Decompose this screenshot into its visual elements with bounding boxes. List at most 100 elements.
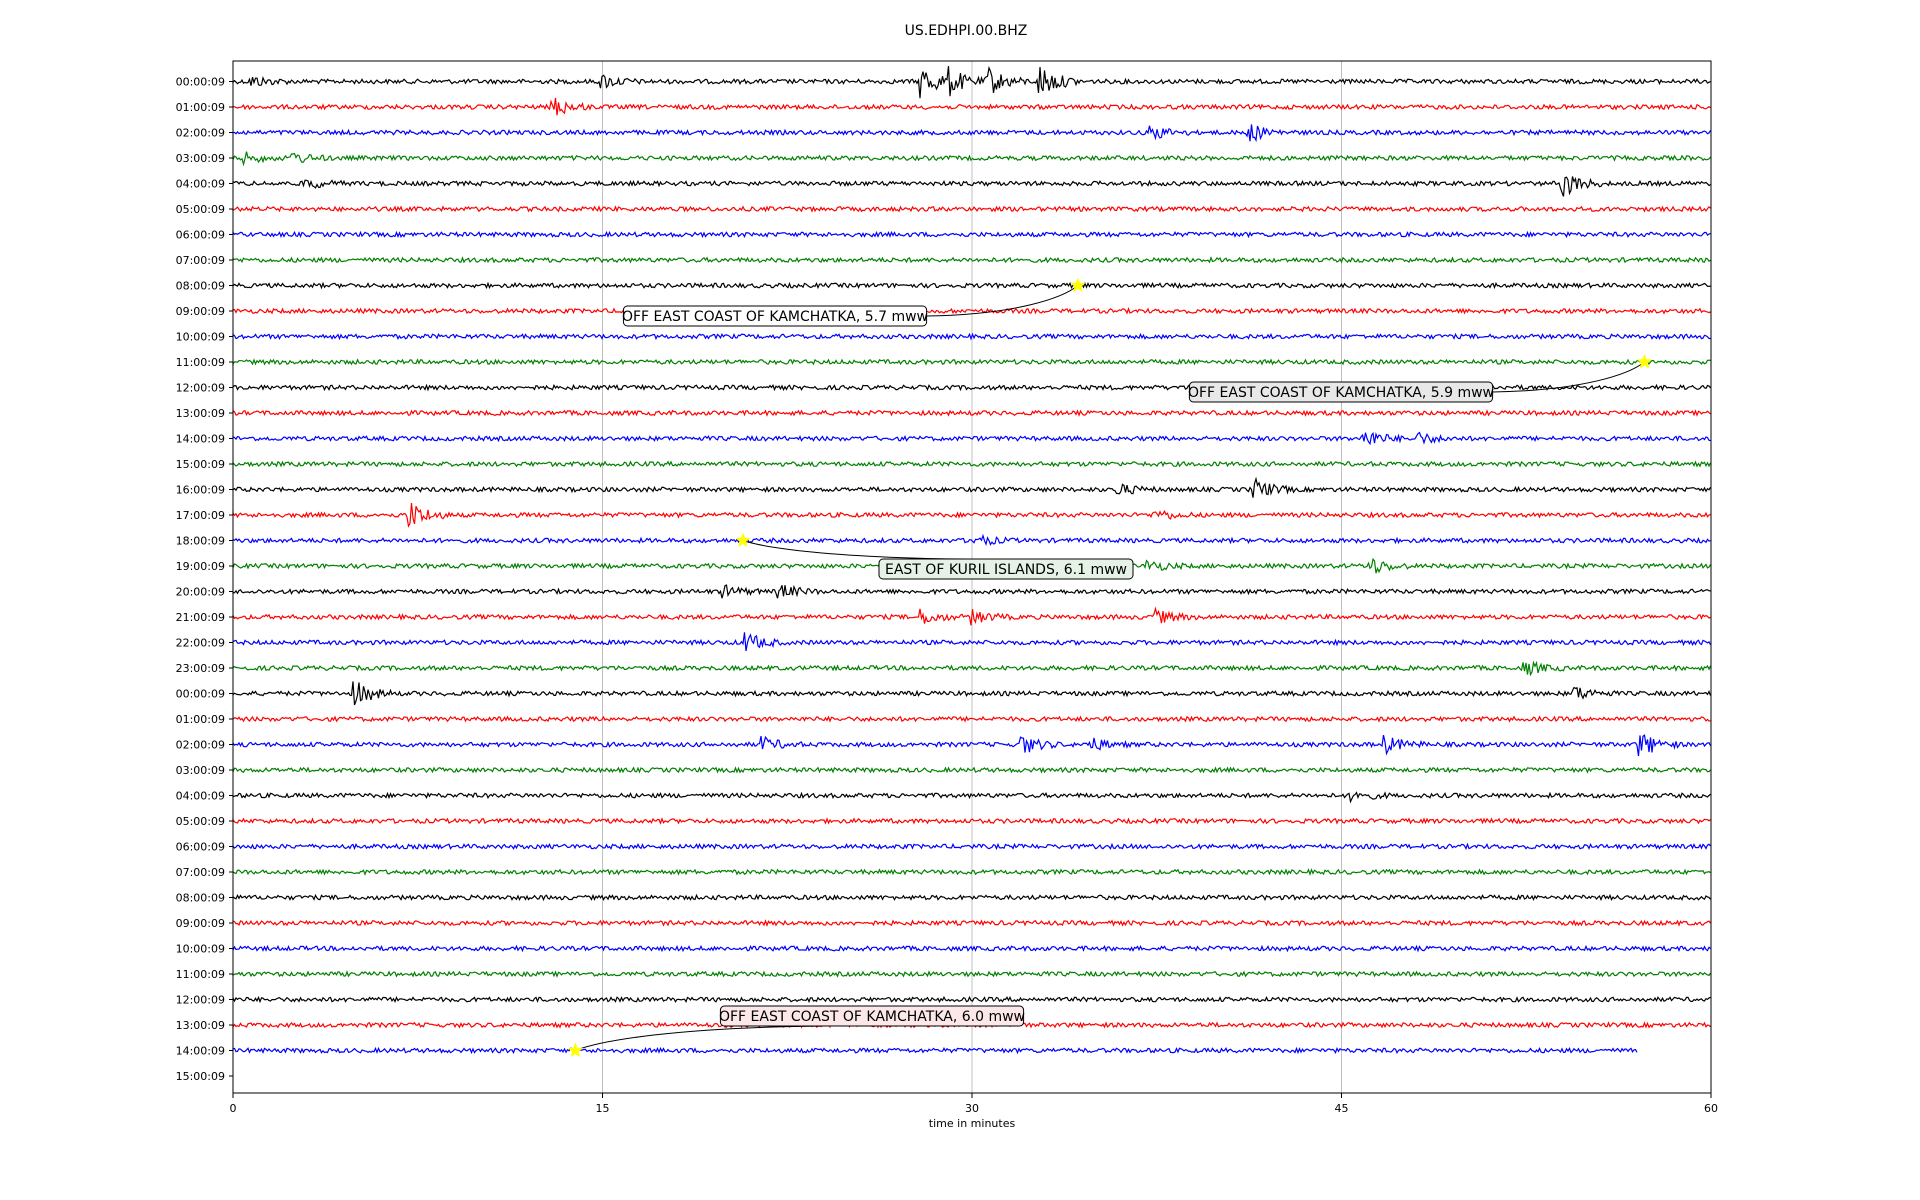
trace-row-4 [232, 176, 1711, 197]
trace-row-30 [232, 842, 1711, 851]
y-tick-label-35: 11:00:09 [176, 968, 225, 981]
y-tick-label-6: 06:00:09 [176, 229, 225, 242]
y-tick-label-27: 03:00:09 [176, 764, 225, 777]
event-annotations: OFF EAST COAST OF KAMCHATKA, 5.7 mww OFF … [567, 277, 1653, 1057]
x-tick-label-0: 0 [230, 1102, 237, 1115]
y-tick-label-20: 20:00:09 [176, 586, 225, 599]
y-tick-label-36: 12:00:09 [176, 994, 225, 1007]
y-tick-label-12: 12:00:09 [176, 382, 225, 395]
y-tick-label-8: 08:00:09 [176, 280, 225, 293]
x-tick-label-2: 30 [965, 1102, 979, 1115]
event-star-icon [1070, 277, 1086, 292]
trace-row-24 [232, 681, 1712, 706]
trace-row-2 [232, 124, 1712, 143]
annotation-label: OFF EAST COAST OF KAMCHATKA, 6.0 mww [719, 1009, 1025, 1025]
y-tick-label-30: 06:00:09 [176, 841, 225, 854]
x-tick-label-3: 45 [1335, 1102, 1349, 1115]
y-tick-label-39: 15:00:09 [176, 1070, 225, 1083]
y-tick-label-13: 13:00:09 [176, 407, 225, 420]
y-tick-label-29: 05:00:09 [176, 815, 225, 828]
y-tick-label-14: 14:00:09 [176, 433, 225, 446]
annotation-box [878, 558, 1134, 580]
trace-row-36 [232, 995, 1711, 1004]
trace-row-15 [232, 460, 1712, 468]
x-tick-label-1: 15 [596, 1102, 610, 1115]
y-tick-label-15: 15:00:09 [176, 458, 225, 471]
trace-row-23 [232, 660, 1712, 677]
x-tick-label-4: 60 [1704, 1102, 1718, 1115]
event-star-icon [567, 1042, 583, 1057]
trace-row-9 [232, 307, 1711, 315]
y-tick-label-26: 02:00:09 [176, 739, 225, 752]
chart-title: US.EDHPI.00.BHZ [905, 23, 1028, 39]
trace-row-22 [232, 632, 1712, 652]
y-tick-label-31: 07:00:09 [176, 866, 225, 879]
seismogram-traces [232, 65, 1712, 1055]
y-tick-label-38: 14:00:09 [176, 1045, 225, 1058]
event-annotation-2: EAST OF KURIL ISLANDS, 6.1 mww [735, 532, 1134, 580]
event-star-icon [1636, 354, 1653, 369]
trace-row-20 [232, 584, 1711, 599]
x-axis-ticks: 0 15 30 45 60 [230, 1093, 1718, 1115]
x-axis-label: time in minutes [929, 1117, 1016, 1130]
y-tick-label-25: 01:00:09 [176, 713, 225, 726]
row-time-labels: 00:00:09 01:00:09 02:00:09 03:00:09 04:00:09… [176, 76, 233, 1083]
event-star-icon [735, 532, 751, 547]
y-tick-label-16: 16:00:09 [176, 484, 225, 497]
trace-row-33 [232, 919, 1711, 927]
trace-row-29 [232, 817, 1711, 825]
trace-row-13 [232, 409, 1711, 418]
trace-row-6 [232, 230, 1711, 239]
y-tick-label-19: 19:00:09 [176, 560, 225, 573]
y-tick-label-4: 04:00:09 [176, 178, 225, 191]
event-annotation-0: OFF EAST COAST OF KAMCHATKA, 5.7 mww [622, 277, 1086, 327]
annotation-connector [926, 285, 1079, 317]
event-annotation-1: OFF EAST COAST OF KAMCHATKA, 5.9 mww [1188, 354, 1653, 403]
y-tick-label-28: 04:00:09 [176, 790, 225, 803]
annotation-box [622, 305, 928, 327]
y-tick-label-3: 03:00:09 [176, 152, 225, 165]
trace-row-0 [232, 65, 1711, 99]
y-tick-label-17: 17:00:09 [176, 509, 225, 522]
annotation-connector [575, 1025, 827, 1051]
trace-row-38 [232, 1046, 1638, 1055]
annotation-label: OFF EAST COAST OF KAMCHATKA, 5.7 mww [622, 309, 928, 325]
trace-row-3 [232, 151, 1711, 167]
y-tick-label-37: 13:00:09 [176, 1019, 225, 1032]
y-tick-label-34: 10:00:09 [176, 943, 225, 956]
y-tick-label-7: 07:00:09 [176, 254, 225, 267]
trace-row-32 [232, 893, 1711, 902]
trace-row-34 [232, 944, 1711, 953]
trace-row-35 [232, 970, 1712, 978]
trace-row-28 [232, 791, 1711, 804]
y-tick-label-5: 05:00:09 [176, 203, 225, 216]
y-tick-label-1: 01:00:09 [176, 101, 225, 114]
annotation-connector [1492, 361, 1645, 393]
trace-row-18 [232, 533, 1711, 546]
y-tick-label-10: 10:00:09 [176, 331, 225, 344]
annotation-box [719, 1005, 1025, 1027]
y-tick-label-21: 21:00:09 [176, 611, 225, 624]
trace-row-11 [232, 358, 1711, 366]
event-annotation-3: OFF EAST COAST OF KAMCHATKA, 6.0 mww [567, 1005, 1025, 1057]
y-tick-label-33: 09:00:09 [176, 917, 225, 930]
y-tick-label-0: 00:00:09 [176, 76, 225, 89]
y-tick-label-24: 00:00:09 [176, 688, 225, 701]
trace-row-10 [232, 332, 1711, 341]
y-tick-label-11: 11:00:09 [176, 356, 225, 369]
y-tick-label-23: 23:00:09 [176, 662, 225, 675]
trace-row-7 [232, 256, 1711, 264]
trace-row-1 [232, 97, 1711, 116]
trace-row-21 [232, 606, 1711, 626]
annotation-label: EAST OF KURIL ISLANDS, 6.1 mww [885, 562, 1127, 578]
trace-row-27 [232, 766, 1711, 774]
y-tick-label-18: 18:00:09 [176, 535, 225, 548]
y-tick-label-32: 08:00:09 [176, 892, 225, 905]
trace-row-14 [232, 431, 1711, 446]
annotation-box [1188, 381, 1494, 403]
trace-row-8 [232, 281, 1711, 290]
trace-row-26 [232, 734, 1712, 757]
trace-row-25 [232, 715, 1711, 723]
y-tick-label-2: 02:00:09 [176, 127, 225, 140]
